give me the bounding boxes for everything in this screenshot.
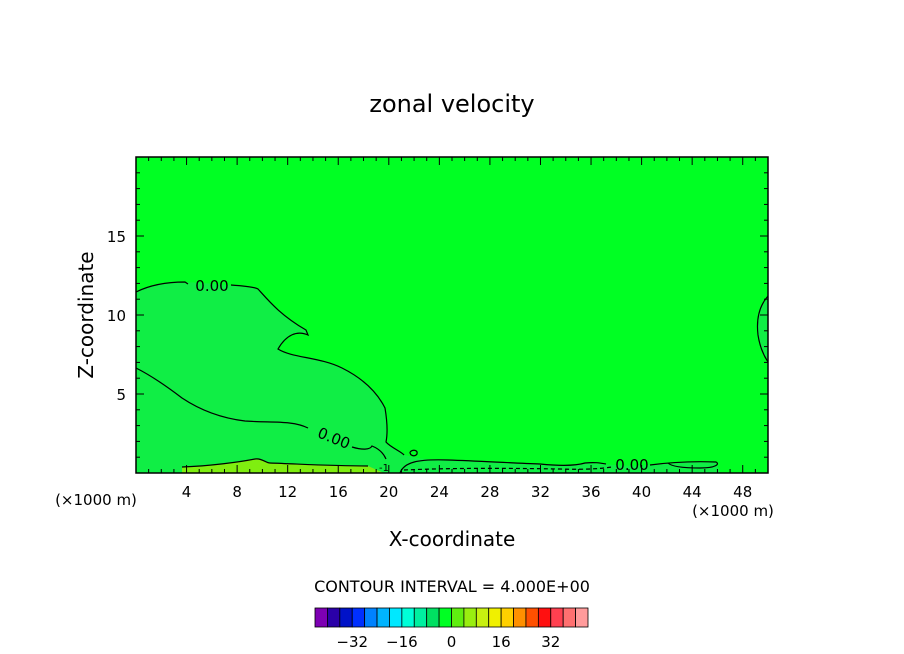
contour-label: -1 — [379, 463, 389, 474]
colorbar-swatch — [537, 607, 552, 628]
colorbar-swatch — [463, 607, 477, 628]
colorbar-swatch — [389, 607, 403, 628]
x-tick-label: 40 — [632, 483, 651, 501]
x-tick-label: 16 — [329, 483, 348, 501]
colorbar-swatch — [413, 607, 428, 628]
contour-interval-text: CONTOUR INTERVAL = 4.000E+00 — [314, 577, 590, 596]
y-tick-label: 15 — [107, 228, 126, 246]
colorbar-swatch — [364, 607, 378, 628]
x-tick-label: 48 — [733, 483, 752, 501]
colorbar-swatch — [451, 607, 465, 628]
colorbar-swatch — [488, 607, 502, 628]
x-tick-label: 8 — [232, 483, 242, 501]
colorbar — [314, 607, 589, 628]
contour-labels: 0.00 0.00 0.00 -1 — [195, 277, 648, 474]
x-tick-labels: 4 8 12 16 20 24 28 32 36 40 44 48 — [182, 483, 752, 501]
y-axis-label: Z-coordinate — [74, 251, 98, 378]
y-tick-label: 5 — [116, 386, 126, 404]
contour-line-zero-floor — [399, 459, 719, 473]
contour-line-small-loop — [409, 449, 418, 457]
x-tick-label: 32 — [531, 483, 550, 501]
colorbar-label: 16 — [492, 633, 511, 651]
x-axis-label: X-coordinate — [389, 527, 516, 551]
colorbar-swatch — [438, 607, 452, 628]
colorbar-swatch — [401, 607, 415, 628]
colorbar-swatch — [327, 607, 341, 628]
colorbar-label: −16 — [386, 633, 418, 651]
contour-label: 0.00 — [615, 456, 648, 474]
colorbar-swatch — [426, 607, 440, 628]
colorbar-swatch — [562, 607, 576, 628]
colorbar-swatch — [314, 607, 328, 628]
colorbar-swatch — [339, 607, 353, 628]
colorbar-label: −32 — [336, 633, 368, 651]
chart-title: zonal velocity — [369, 90, 534, 118]
minor-tick-marks — [135, 156, 769, 474]
colorbar-swatch — [550, 607, 564, 628]
colorbar-label: 0 — [447, 633, 457, 651]
x-tick-label: 36 — [581, 483, 600, 501]
colorbar-swatch — [376, 607, 390, 628]
colorbar-label: 32 — [541, 633, 560, 651]
colorbar-swatch — [575, 607, 589, 628]
x-tick-label: 44 — [683, 483, 702, 501]
x-tick-label: 20 — [379, 483, 398, 501]
x-tick-label: 24 — [430, 483, 449, 501]
colorbar-swatch — [475, 607, 490, 628]
x-tick-label: 12 — [278, 483, 297, 501]
y-tick-labels: 5 10 15 — [107, 228, 126, 404]
contour-line-right-edge — [756, 295, 768, 363]
colorbar-swatch — [351, 607, 366, 628]
colorbar-swatch — [500, 607, 514, 628]
contour-line-dashed — [403, 466, 613, 471]
colorbar-swatch — [513, 607, 527, 628]
x-unit-label-left: (×1000 m) — [55, 491, 137, 509]
contour-line-weak-band — [181, 458, 369, 468]
contour-line-zero-upper — [136, 281, 405, 456]
contour-label: 0.00 — [195, 277, 228, 295]
contour-region-positive — [136, 282, 720, 473]
contour-region-right-edge — [757, 296, 768, 362]
x-unit-label-right: (×1000 m) — [692, 502, 774, 520]
x-tick-label: 4 — [182, 483, 192, 501]
contour-line-zero-lower — [136, 367, 387, 460]
x-tick-label: 28 — [480, 483, 499, 501]
colorbar-tick-labels: −32 −16 0 16 32 — [336, 633, 560, 651]
contour-region-weak-band — [182, 458, 384, 473]
y-tick-label: 10 — [107, 307, 126, 325]
colorbar-swatch — [525, 607, 539, 628]
